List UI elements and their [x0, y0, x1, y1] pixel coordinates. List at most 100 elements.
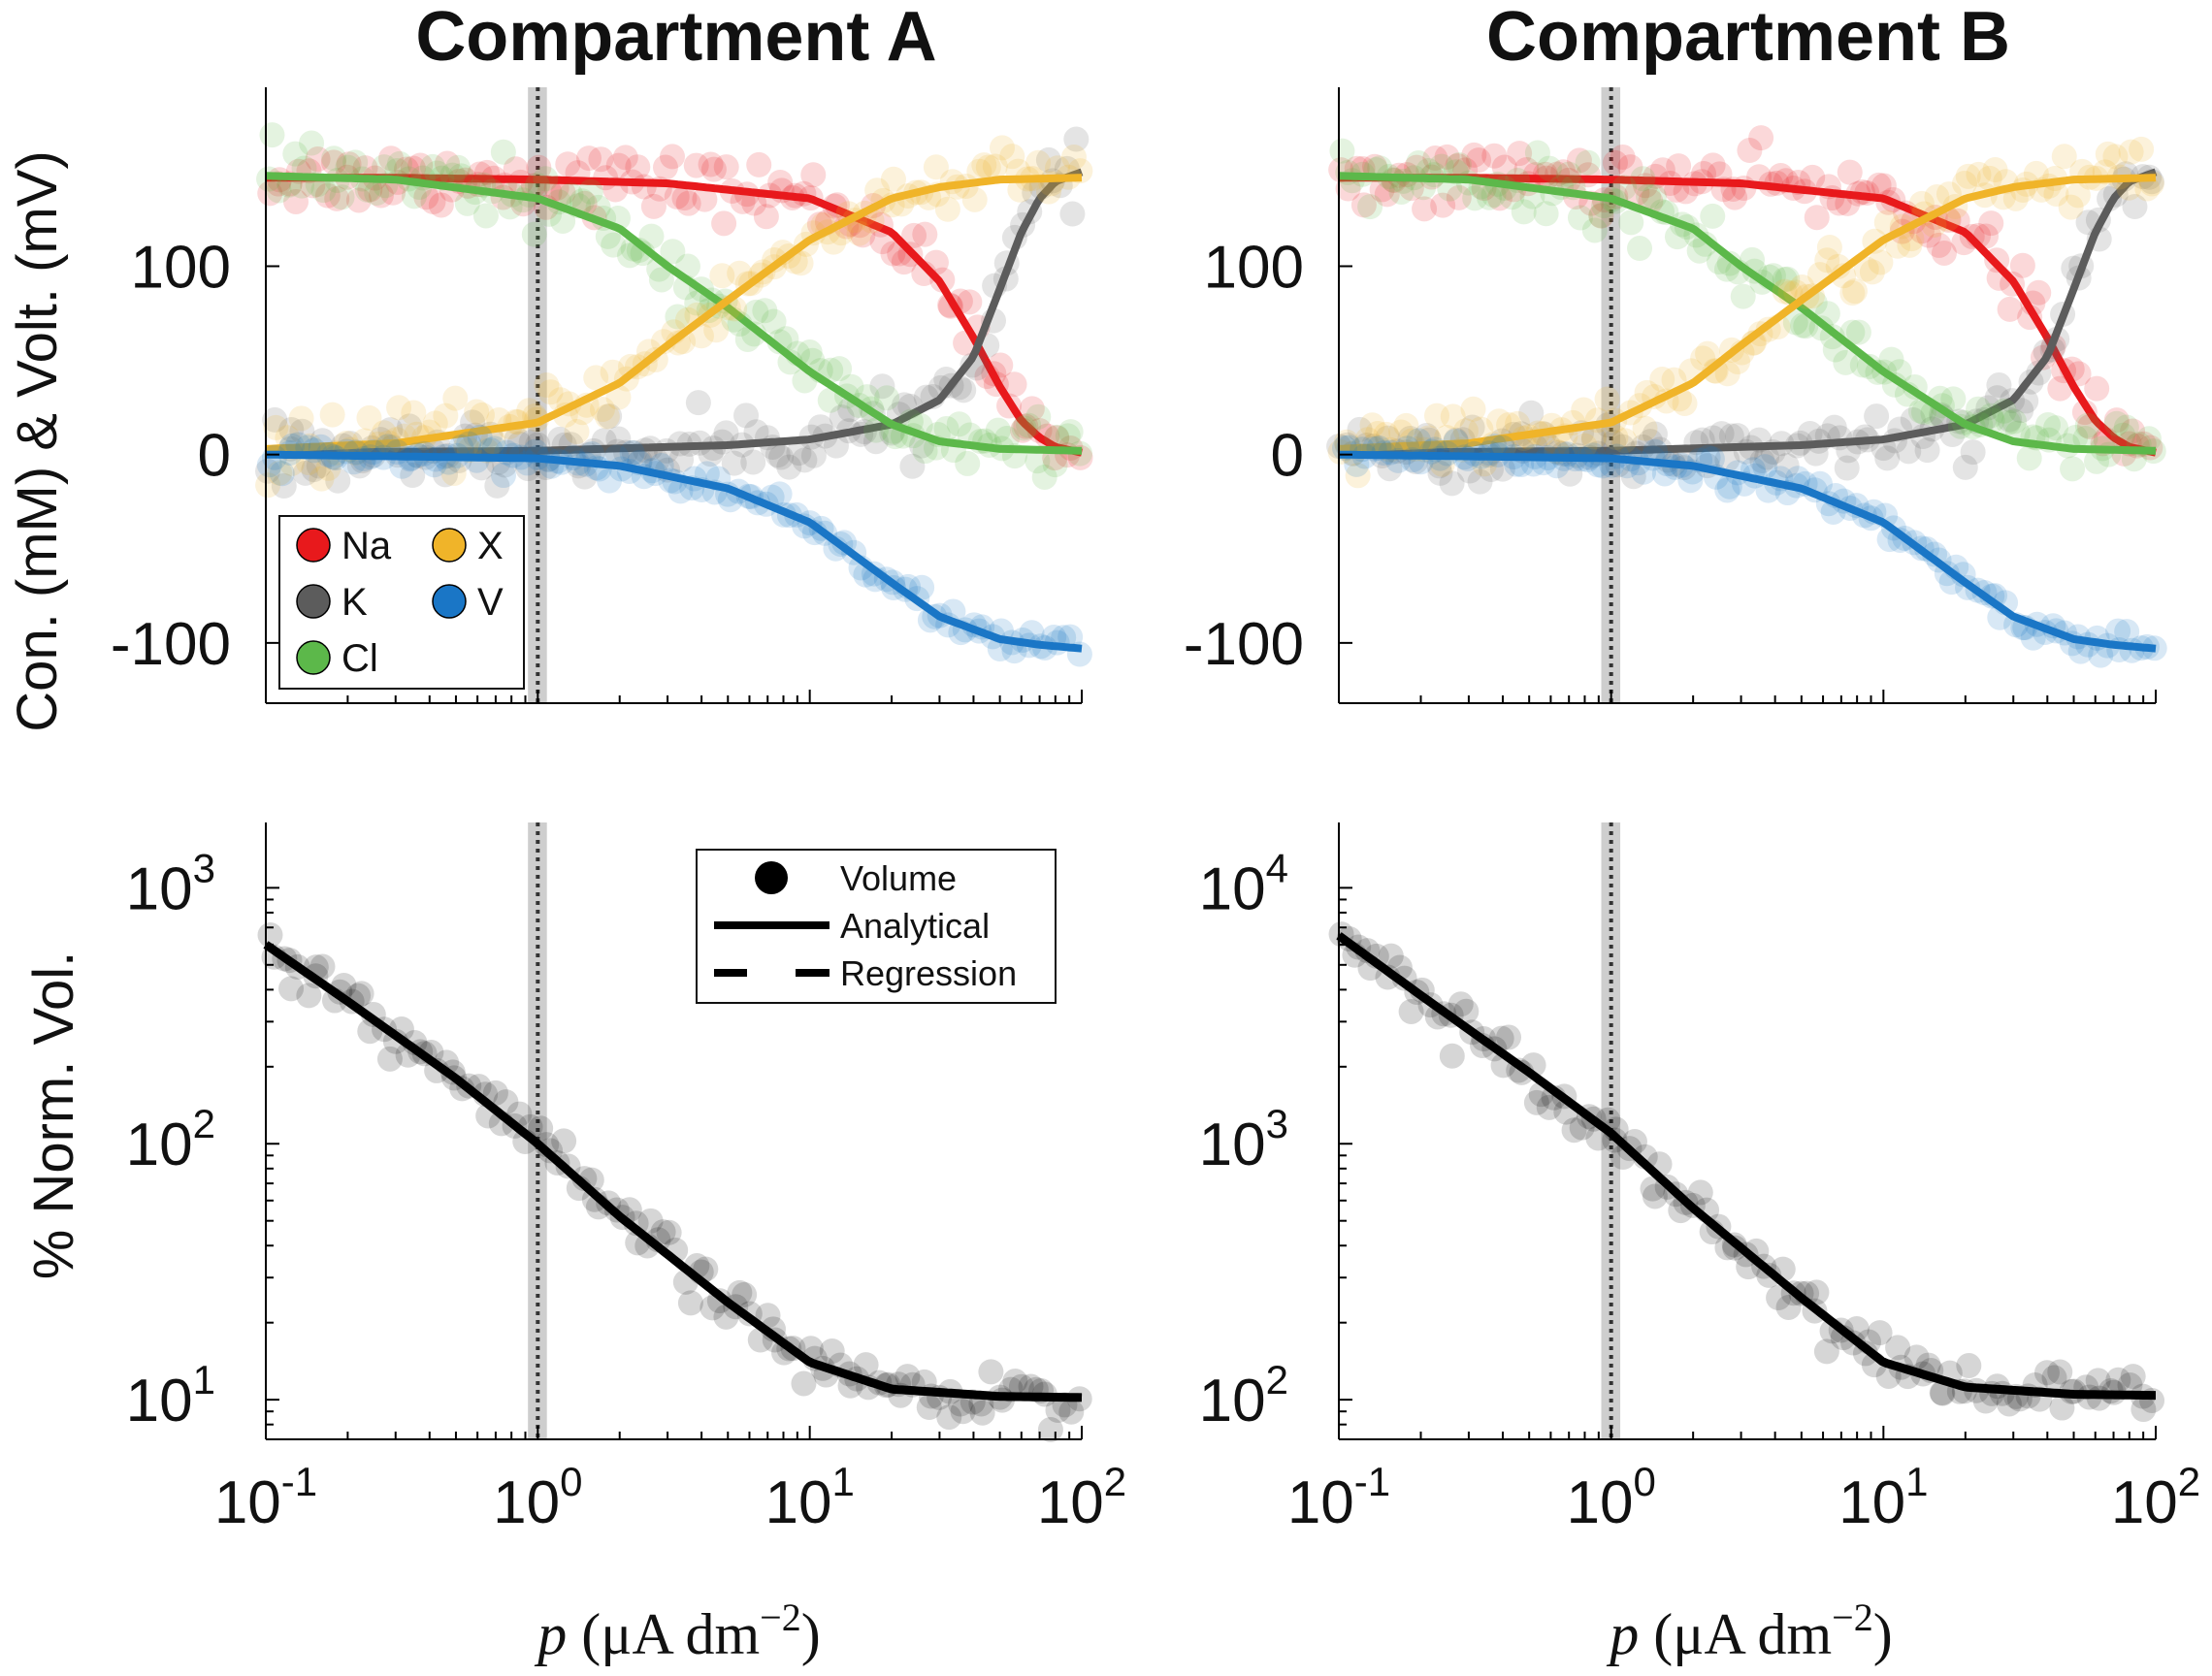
point-na	[1461, 142, 1487, 168]
point-x	[319, 402, 345, 428]
point-k	[1952, 454, 1978, 480]
point-cl	[912, 438, 938, 465]
point-x	[989, 135, 1015, 161]
point-cl	[558, 182, 584, 209]
point-x	[982, 153, 1008, 179]
point-volume	[528, 1115, 554, 1142]
point-cl	[364, 180, 390, 207]
y-tick-base: 10	[126, 1112, 193, 1178]
legend-x-marker	[432, 528, 467, 563]
point-volume	[278, 976, 305, 1002]
point-na	[1369, 177, 1395, 203]
point-cl	[1329, 138, 1355, 164]
point-na	[380, 179, 407, 206]
point-x	[1714, 361, 1740, 387]
point-cl	[1940, 386, 1967, 412]
point-k	[1427, 460, 1453, 486]
point-x	[469, 402, 495, 428]
point-volume	[2131, 1397, 2157, 1423]
point-cl	[2074, 412, 2100, 438]
point-cl	[1774, 266, 1801, 292]
x-tick-label: 101	[765, 1459, 855, 1536]
point-k	[1456, 458, 1482, 484]
point-cl	[569, 188, 596, 214]
point-cl	[2043, 415, 2069, 441]
point-cl	[638, 223, 665, 249]
point-v	[2067, 638, 2094, 664]
point-volume	[1378, 943, 1404, 969]
y-tick-base: 10	[126, 855, 193, 922]
point-na	[1837, 159, 1863, 185]
point-x	[433, 403, 459, 429]
point-na	[1486, 185, 1513, 211]
point-volume	[1536, 1094, 1562, 1120]
point-x	[1007, 177, 1033, 203]
point-k	[1864, 403, 1890, 430]
point-x	[1388, 419, 1415, 445]
xlabel-b: p (μA dm−2)	[1606, 1595, 1892, 1666]
point-k	[668, 447, 695, 473]
point-x	[1966, 161, 1992, 187]
fit-line-x	[265, 174, 1083, 453]
point-k	[1960, 439, 1986, 466]
point-cl	[1575, 149, 1601, 176]
point-x	[1924, 184, 1950, 210]
point-v	[766, 481, 793, 507]
point-k	[1059, 201, 1086, 227]
point-volume	[1496, 1024, 1522, 1050]
point-x	[1816, 234, 1842, 260]
point-na	[305, 146, 331, 173]
fit-line-volume	[263, 941, 1083, 1402]
point-k	[1914, 437, 1940, 464]
point-na	[320, 149, 346, 176]
y-tick-exponent: 2	[1266, 1357, 1288, 1402]
point-cl	[1782, 309, 1808, 336]
point-k	[547, 426, 573, 452]
point-v	[285, 432, 311, 458]
point-volume	[1996, 1391, 2022, 1417]
point-x	[537, 379, 564, 405]
x-tick-label: 100	[493, 1459, 582, 1536]
series-cl	[1329, 138, 2166, 482]
point-cl	[766, 329, 793, 355]
point-cl	[993, 426, 1020, 452]
point-cl	[1044, 424, 1070, 450]
point-k	[721, 450, 747, 476]
point-na	[1610, 144, 1636, 170]
x-tick-label: 10-1	[1287, 1459, 1390, 1536]
point-cl	[1664, 224, 1690, 250]
y-tick-label: 100	[1204, 234, 1304, 301]
point-k	[862, 429, 889, 455]
point-v	[1714, 477, 1740, 503]
point-cl	[419, 153, 445, 179]
point-x	[1632, 415, 1658, 441]
point-volume	[1453, 998, 1480, 1024]
point-cl	[1611, 175, 1638, 201]
point-v	[1406, 428, 1432, 454]
point-na	[1768, 163, 1794, 189]
point-cl	[1357, 194, 1383, 220]
y-tick-exponent: 1	[193, 1357, 215, 1402]
point-k	[433, 462, 459, 488]
y-tick-label: 101	[126, 1357, 215, 1434]
point-x	[821, 229, 847, 255]
point-cl	[2103, 410, 2130, 436]
point-na	[652, 154, 678, 180]
point-cl	[524, 173, 550, 199]
point-k	[1874, 445, 1901, 471]
point-k	[1797, 420, 1823, 446]
point-volume	[1642, 1183, 1668, 1209]
point-k	[1518, 400, 1545, 426]
point-na	[1624, 180, 1650, 207]
point-cl	[439, 162, 466, 188]
point-x	[1571, 397, 1597, 423]
point-na	[357, 177, 383, 203]
point-cl	[1686, 238, 1712, 264]
point-v	[1481, 433, 1508, 459]
point-k	[776, 454, 802, 480]
point-na	[671, 185, 698, 211]
point-na	[640, 193, 667, 219]
point-volume	[348, 981, 374, 1007]
point-cl	[1991, 398, 2017, 424]
